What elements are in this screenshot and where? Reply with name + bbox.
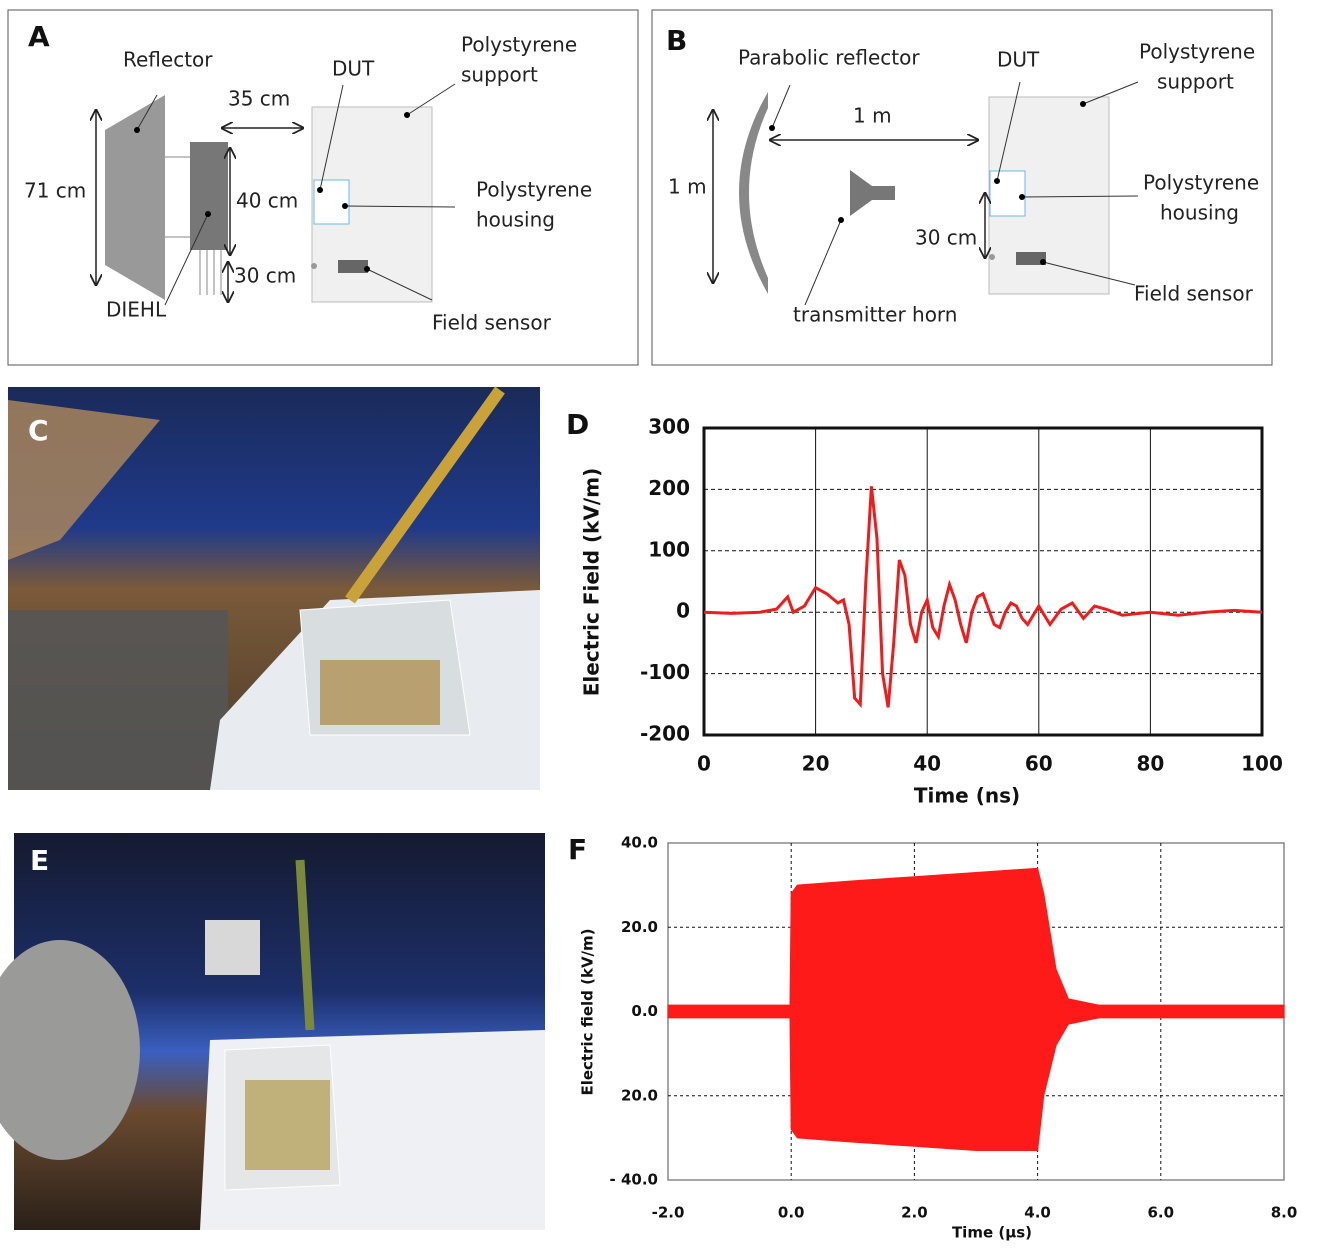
x-tick-label: 40 [913, 752, 941, 776]
panel-letter: B [666, 24, 687, 57]
label: Reflector [123, 48, 213, 72]
label: DUT [332, 57, 375, 81]
signal-envelope [667, 867, 1285, 1012]
x-tick-label: 4.0 [1024, 1204, 1051, 1222]
source-shape [190, 142, 228, 250]
plot-frame [702, 426, 1264, 737]
label: Field sensor [432, 311, 552, 335]
label: 30 cm [234, 264, 296, 288]
x-tick-label: 6.0 [1148, 1204, 1175, 1222]
housing-shape [989, 170, 1026, 217]
photo-e: E [0, 833, 545, 1230]
sensor-shape [338, 260, 368, 273]
y-tick-label: 20.0 [621, 918, 658, 936]
label: Field sensor [1134, 282, 1254, 306]
label: 71 cm [24, 179, 86, 203]
panel-a: A Reflector DUT Polystyrene support 35 c… [7, 9, 639, 366]
y-axis-label: Electric field (kV/m) [579, 928, 597, 1095]
panel-letter: E [30, 844, 49, 877]
label: support [461, 63, 538, 87]
label: Polystyrene [476, 178, 592, 202]
data-line [703, 486, 1263, 708]
label: housing [476, 208, 555, 232]
x-tick-label: -2.0 [652, 1204, 685, 1222]
reflector-shape [105, 95, 165, 300]
x-tick-label: 100 [1241, 752, 1283, 776]
x-tick-label: 2.0 [901, 1204, 928, 1222]
housing-shape [313, 179, 350, 225]
sensor-shape [1016, 252, 1046, 265]
label: Polystyrene [461, 33, 577, 57]
y-tick-label: -100 [640, 660, 690, 684]
y-tick-label: 300 [648, 415, 690, 439]
x-tick-label: 20 [802, 752, 830, 776]
y-tick-label: 100 [648, 537, 690, 561]
label: 1 m [668, 175, 707, 199]
y-tick-label: 20.0 [621, 1086, 658, 1104]
panel-frame [651, 9, 1273, 366]
parabolic-shape [739, 92, 768, 294]
photo-c: C [8, 386, 540, 790]
x-axis-label: Time (µs) [952, 1224, 1032, 1242]
label: transmitter horn [793, 303, 957, 327]
x-tick-label: 0.0 [778, 1204, 805, 1222]
y-tick-label: 0 [676, 599, 690, 623]
label: 1 m [853, 104, 892, 128]
label: DIEHL [106, 298, 167, 322]
label: Parabolic reflector [738, 46, 920, 70]
panel-letter: F [568, 833, 587, 866]
label: 35 cm [228, 87, 290, 111]
panel-b: B Parabolic reflector DUT Polystyrene su… [651, 9, 1273, 366]
panel-letter: C [28, 414, 49, 447]
panel-letter: D [566, 408, 589, 441]
y-tick-label: 0.0 [631, 1002, 658, 1020]
x-tick-label: 60 [1025, 752, 1053, 776]
panel-letter: A [28, 20, 50, 53]
charts: 0 20 40 60 80 100 -200 -100 0 100 200 300 D Electric … [566, 408, 1297, 1242]
x-axis-label: Time (ns) [914, 784, 1020, 808]
x-tick-label: 80 [1136, 752, 1164, 776]
signal-envelope [667, 1011, 1285, 1152]
y-tick-label: - 40.0 [610, 1171, 658, 1189]
horn-shape [850, 170, 895, 216]
label: DUT [997, 48, 1040, 72]
label: 30 cm [915, 226, 977, 250]
y-axis-label: Electric Field (kV/m) [580, 468, 604, 696]
label: 40 cm [236, 189, 298, 213]
x-tick-label: 8.0 [1271, 1204, 1298, 1222]
y-tick-label: 40.0 [621, 834, 658, 852]
label: Polystyrene [1143, 171, 1259, 195]
x-tick-label: 0 [697, 752, 711, 776]
label: Polystyrene [1139, 40, 1255, 64]
y-tick-label: -200 [640, 722, 690, 746]
label: housing [1160, 201, 1239, 225]
label: support [1157, 70, 1234, 94]
y-tick-label: 200 [648, 476, 690, 500]
